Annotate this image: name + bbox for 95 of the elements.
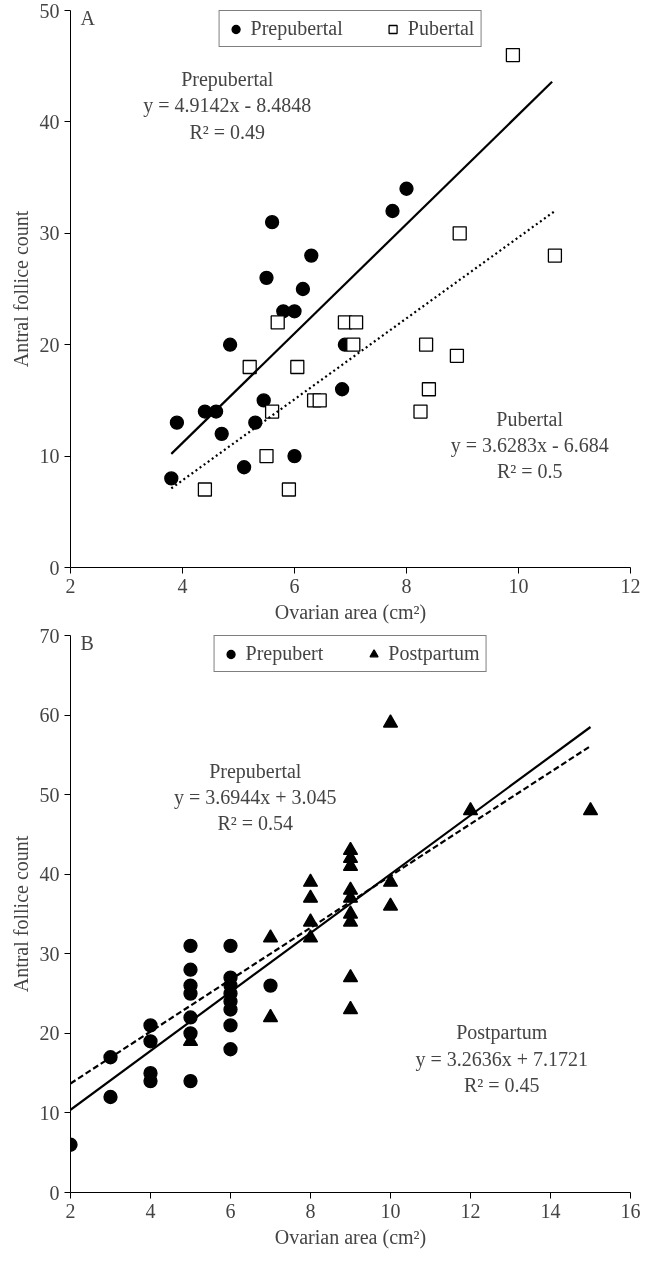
x-axis-title: Ovarian area (cm²)	[274, 600, 427, 624]
point	[342, 968, 359, 983]
point	[197, 482, 213, 497]
point	[413, 404, 428, 419]
point	[248, 415, 263, 430]
point	[259, 448, 274, 464]
point	[302, 913, 319, 927]
x-tick-label: 10	[380, 1199, 401, 1222]
point	[449, 348, 465, 363]
x-tick-label: 2	[65, 1199, 76, 1222]
point	[242, 359, 257, 375]
annotation: Postpartum y = 3.2636x + 7.1721 R² = 0.45	[415, 1021, 588, 1097]
point	[223, 1018, 238, 1033]
x-tick-label: 16	[620, 1199, 641, 1222]
point	[223, 1042, 238, 1057]
x-tick-label: 14	[540, 1199, 561, 1222]
y-tick-label: 30	[39, 222, 60, 245]
point	[264, 215, 280, 230]
x-tick-label: 12	[460, 1199, 481, 1222]
point	[103, 1089, 118, 1105]
point	[223, 938, 238, 953]
point	[264, 404, 280, 419]
point	[214, 426, 229, 441]
point	[334, 382, 350, 397]
chart-title: A	[80, 6, 96, 29]
point	[302, 873, 319, 887]
point	[399, 181, 414, 196]
point	[302, 889, 319, 903]
y-axis-title: Antral follice count	[9, 210, 32, 368]
point	[259, 270, 274, 285]
y-tick-label: 30	[39, 942, 60, 965]
legend-label: Postpartum	[388, 642, 480, 665]
point	[312, 393, 327, 408]
x-tick-label: 6	[225, 1199, 236, 1222]
annotation: Prepubertal y = 3.6944x + 3.045 R² = 0.54	[174, 759, 337, 835]
point	[418, 337, 434, 352]
point	[287, 304, 302, 319]
point	[169, 415, 185, 430]
x-tick-label: 8	[305, 1199, 316, 1222]
y-tick-label: 20	[39, 1022, 60, 1045]
point	[547, 248, 563, 263]
point	[236, 460, 252, 475]
annotation: Prepubertal y = 4.9142x - 8.4848 R² = 0.49	[143, 67, 312, 143]
point	[183, 1073, 198, 1089]
y-tick-label: 60	[39, 704, 60, 727]
y-axis-title: Antral follice count	[9, 835, 32, 993]
point	[346, 337, 361, 352]
point	[183, 962, 198, 977]
point	[183, 938, 198, 953]
point	[295, 281, 311, 297]
y-tick-label: 0	[49, 556, 60, 579]
y-tick-label: 50	[39, 0, 60, 22]
chart-title: B	[80, 631, 94, 654]
x-tick-label: 10	[508, 574, 529, 597]
point	[222, 337, 238, 352]
y-tick-label: 20	[39, 333, 60, 356]
point	[382, 714, 399, 728]
x-tick-label: 6	[289, 574, 300, 597]
y-tick-label: 50	[39, 783, 60, 806]
point	[304, 248, 319, 263]
point	[452, 226, 467, 241]
legend-label: Prepubert	[245, 642, 324, 665]
point	[270, 315, 285, 330]
point	[164, 471, 179, 486]
point	[348, 315, 364, 330]
point	[263, 978, 278, 993]
x-tick-label: 2	[65, 574, 76, 597]
point	[342, 1000, 359, 1015]
point	[505, 47, 521, 63]
x-tick-label: 4	[145, 1199, 156, 1222]
y-tick-label: 10	[39, 445, 60, 468]
y-tick-label: 0	[49, 1181, 60, 1204]
point	[287, 448, 302, 464]
annotation: Pubertal y = 3.6283x - 6.684 R² = 0.5	[450, 407, 609, 483]
point	[385, 203, 400, 219]
point	[582, 801, 599, 816]
point	[382, 897, 399, 911]
x-axis-title: Ovarian area (cm²)	[274, 1225, 427, 1249]
point	[262, 1008, 279, 1023]
y-tick-label: 40	[39, 863, 60, 886]
x-tick-label: 12	[620, 574, 641, 597]
point	[281, 482, 297, 497]
y-tick-label: 70	[39, 624, 60, 647]
point	[290, 359, 305, 375]
x-tick-label: 8	[401, 574, 412, 597]
point	[302, 929, 319, 943]
y-tick-label: 10	[39, 1101, 60, 1124]
y-tick-label: 40	[39, 110, 60, 133]
point	[262, 929, 279, 943]
legend-label: Prepubertal	[250, 17, 343, 40]
legend-label: Pubertal	[407, 17, 475, 40]
point	[143, 1034, 158, 1049]
point	[421, 382, 437, 397]
point	[256, 393, 271, 408]
x-tick-label: 4	[177, 574, 188, 597]
